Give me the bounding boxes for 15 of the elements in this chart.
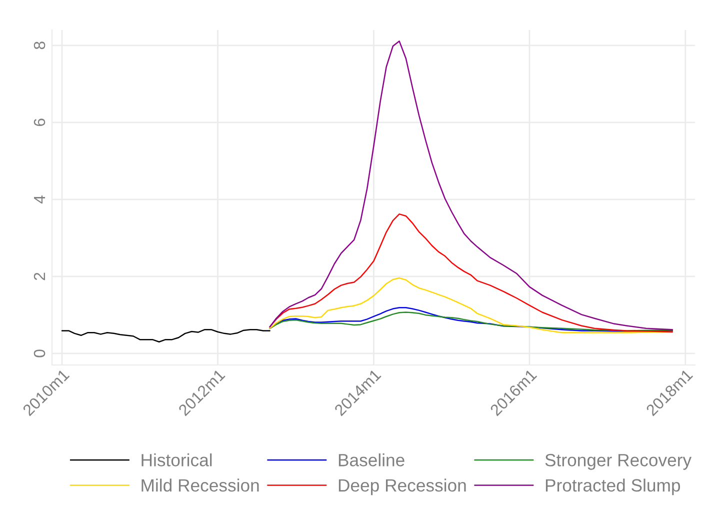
y-tick-label: 4 — [34, 195, 46, 204]
line-series — [269, 312, 674, 332]
legend-label: Stronger Recovery — [545, 454, 692, 470]
y-tick-label: 2 — [34, 272, 46, 280]
line-series — [61, 328, 270, 343]
legend-label: Deep Recession — [338, 478, 466, 496]
line-series — [269, 40, 674, 330]
legend-label: Baseline — [338, 453, 404, 466]
y-tick-label: 8 — [34, 42, 46, 50]
y-tick-label: 0 — [34, 350, 46, 358]
legend-label: Protracted Slump — [546, 478, 680, 496]
legend-label: Historical — [142, 453, 212, 466]
legend-label: Mild Recession — [142, 478, 259, 492]
line-series — [269, 213, 674, 333]
y-tick-label: 6 — [34, 118, 46, 126]
